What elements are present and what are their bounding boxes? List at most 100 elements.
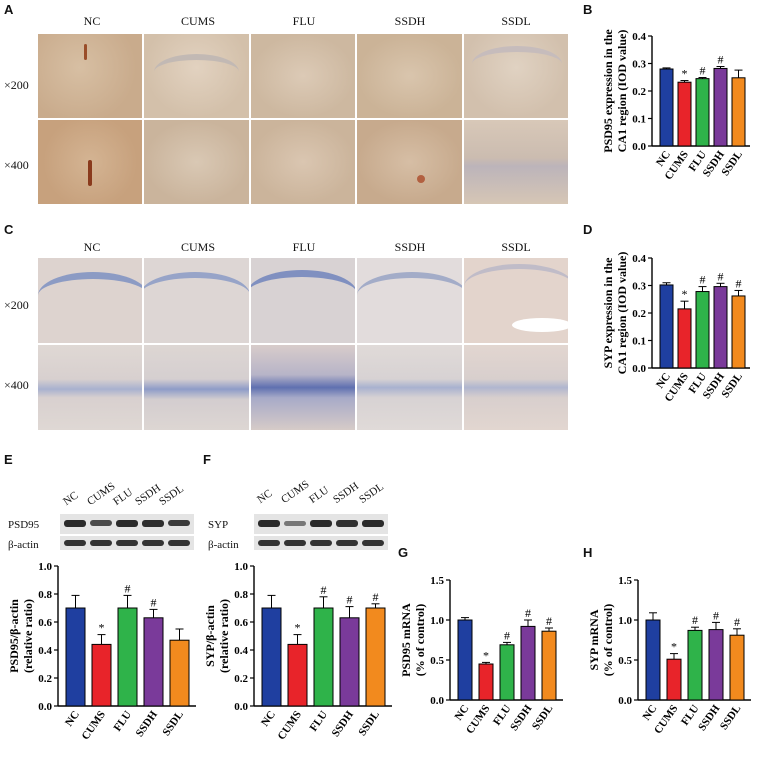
bar-ssdl xyxy=(541,630,557,701)
micrograph-c-ssdh-400 xyxy=(357,345,462,430)
micrograph-c-ssdl-400 xyxy=(463,345,568,430)
bar-ssdh xyxy=(520,625,536,701)
column-label-flu: FLU xyxy=(292,240,316,254)
x-tick-label: SSDL xyxy=(530,703,556,732)
bar-flu xyxy=(117,607,138,707)
bar-ssdh xyxy=(339,617,360,707)
y-tick-label: 0.8 xyxy=(38,589,52,601)
micrograph-a-nc-200 xyxy=(38,34,143,118)
bar-ssdl xyxy=(169,639,190,707)
y-axis-label-line: SYP/β-actin xyxy=(204,605,217,667)
y-axis-label: PSD95 mRNA(% of control) xyxy=(399,603,427,677)
significance-mark: * xyxy=(682,287,688,301)
lane-label-nc: NC xyxy=(255,487,275,506)
y-tick-label: 0.4 xyxy=(632,253,646,265)
significance-mark: # xyxy=(525,606,531,620)
significance-mark: # xyxy=(718,269,724,283)
significance-mark: # xyxy=(373,590,379,604)
bar-nc xyxy=(659,284,674,369)
y-tick-label: 0.2 xyxy=(234,673,248,685)
micrograph-a-nc-400 xyxy=(38,120,143,204)
micrograph-a-cums-200 xyxy=(144,34,249,118)
y-axis-label: SYP mRNA(% of control) xyxy=(587,604,615,676)
micrograph-c-ssdl-200 xyxy=(463,258,568,343)
bar-nc xyxy=(261,607,282,707)
y-axis-label: PSD95 expression in theCA1 region (IOD v… xyxy=(601,29,629,153)
panel-label-f: F xyxy=(203,452,211,467)
lane-label-ssdl: SSDL xyxy=(157,482,187,508)
x-tick-label: SSDH xyxy=(508,702,535,733)
y-axis-label: PSD95/β-actin(relative ratio) xyxy=(8,599,35,673)
micrograph-c-flu-400 xyxy=(250,345,356,430)
significance-mark: # xyxy=(151,595,157,609)
y-axis-label-line: (% of control) xyxy=(601,604,615,676)
lane-label-nc: NC xyxy=(61,489,81,508)
micrograph-c-nc-400 xyxy=(38,345,143,430)
lane-label-cums: CUMS xyxy=(279,478,312,506)
bar-cums xyxy=(91,643,112,707)
micrograph-a-ssdl-400 xyxy=(463,120,568,204)
x-tick-label: CUMS xyxy=(80,709,108,742)
blot-label-beta-actin: β-actin xyxy=(8,539,39,551)
row-label-400x: ×400 xyxy=(4,158,29,172)
blot-label-beta-actin: β-actin xyxy=(208,539,239,551)
micrograph-c-nc-200 xyxy=(38,258,143,343)
blot-strip-psd95 xyxy=(60,514,194,534)
y-tick-label: 1.0 xyxy=(618,615,632,627)
significance-mark: # xyxy=(713,608,719,622)
y-tick-label: 0.0 xyxy=(430,695,444,707)
blot-strip-syp xyxy=(254,514,388,534)
chart-e: 0.0 0.2 0.4 0.6 0.8 1.0 PSD95/β-actin(relative… xyxy=(8,561,196,742)
y-tick-label: 0.0 xyxy=(38,701,52,713)
micrograph-a-ssdl-200 xyxy=(463,34,568,118)
y-axis-label-line: (relative ratio) xyxy=(21,599,35,673)
y-tick-label: 0.1 xyxy=(632,114,646,126)
micrograph-a-cums-400 xyxy=(144,120,249,204)
panel-label-h: H xyxy=(583,545,593,560)
column-label-nc: NC xyxy=(83,14,101,28)
y-tick-label: 0.0 xyxy=(632,363,646,375)
panel-label-a: A xyxy=(4,2,14,17)
y-axis-label: SYP expression in theCA1 region (IOD val… xyxy=(601,252,629,375)
panel-label-e: E xyxy=(4,452,13,467)
column-label-nc: NC xyxy=(83,240,101,254)
significance-mark: * xyxy=(295,621,301,635)
bar-ssdh xyxy=(708,629,724,701)
column-label-ssdl: SSDL xyxy=(501,14,531,28)
micrograph-a-flu-200 xyxy=(250,34,356,118)
column-label-cums: CUMS xyxy=(180,14,215,28)
x-tick-label: NC xyxy=(259,709,278,729)
bar-nc xyxy=(645,619,661,701)
column-label-flu: FLU xyxy=(292,14,316,28)
micrograph-c-flu-200 xyxy=(250,258,356,343)
significance-mark: # xyxy=(125,581,131,595)
panel-label-d: D xyxy=(583,222,593,237)
bar-flu xyxy=(313,607,334,707)
x-tick-label: FLU xyxy=(308,709,330,734)
significance-mark: # xyxy=(700,64,706,78)
row-label-400x: ×400 xyxy=(4,378,29,392)
y-axis-label-line: PSD95 expression in the xyxy=(601,29,615,153)
bar-cums xyxy=(287,643,308,707)
column-label-ssdh: SSDH xyxy=(394,14,426,28)
y-axis-label-line: (relative ratio) xyxy=(217,599,231,673)
y-tick-label: 1.0 xyxy=(430,615,444,627)
y-tick-label: 0.2 xyxy=(38,673,52,685)
y-tick-label: 0.0 xyxy=(234,701,248,713)
y-tick-label: 1.5 xyxy=(618,575,632,587)
y-axis-label-line: PSD95/β-actin xyxy=(8,599,21,673)
bar-ssdh xyxy=(713,286,728,369)
bar-flu xyxy=(695,78,710,147)
y-tick-label: 0.6 xyxy=(234,617,248,629)
y-axis-label-line: CA1 region (IOD value) xyxy=(615,30,629,153)
bar-cums xyxy=(677,308,692,369)
y-tick-label: 0.4 xyxy=(632,31,646,43)
blot-strip-beta-actin xyxy=(254,536,388,550)
x-tick-label: SSDL xyxy=(718,703,744,732)
y-axis-label: SYP/β-actin(relative ratio) xyxy=(204,599,231,673)
y-tick-label: 0.5 xyxy=(430,655,444,667)
column-label-ssdl: SSDL xyxy=(501,240,531,254)
